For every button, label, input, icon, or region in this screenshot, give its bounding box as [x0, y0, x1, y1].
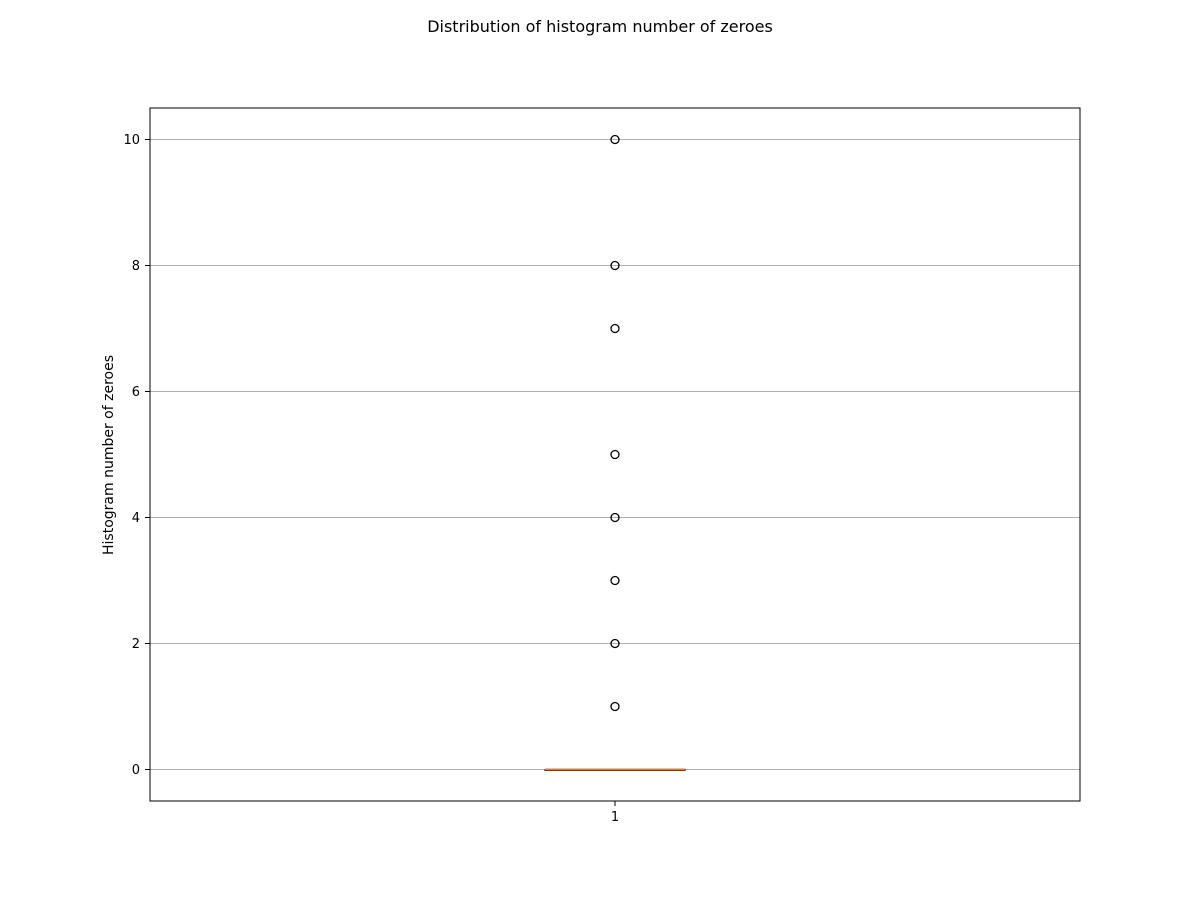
x-tick-label: 1	[611, 810, 619, 825]
outlier-point	[610, 260, 620, 271]
outlier-point	[610, 449, 620, 460]
outlier-point	[610, 575, 620, 586]
box-series	[544, 134, 686, 771]
y-tick-label: 0	[132, 763, 140, 778]
y-tick-label: 6	[132, 385, 140, 400]
y-tick-label: 8	[132, 259, 140, 274]
outlier-point	[610, 638, 620, 649]
y-tick-label: 4	[132, 511, 140, 526]
axis-ticks: 0 2 4 6 8 10 1	[123, 133, 619, 825]
grid-lines	[150, 139, 1080, 770]
y-tick-label: 10	[123, 133, 140, 148]
chart-title: Distribution of histogram number of zero…	[427, 17, 773, 36]
outlier-point	[610, 701, 620, 712]
box-1	[544, 134, 686, 771]
outlier-point	[610, 134, 620, 145]
outlier-point	[610, 323, 620, 334]
y-tick-label: 2	[132, 637, 140, 652]
plot-frame	[149, 107, 1081, 802]
outlier-point	[610, 512, 620, 523]
